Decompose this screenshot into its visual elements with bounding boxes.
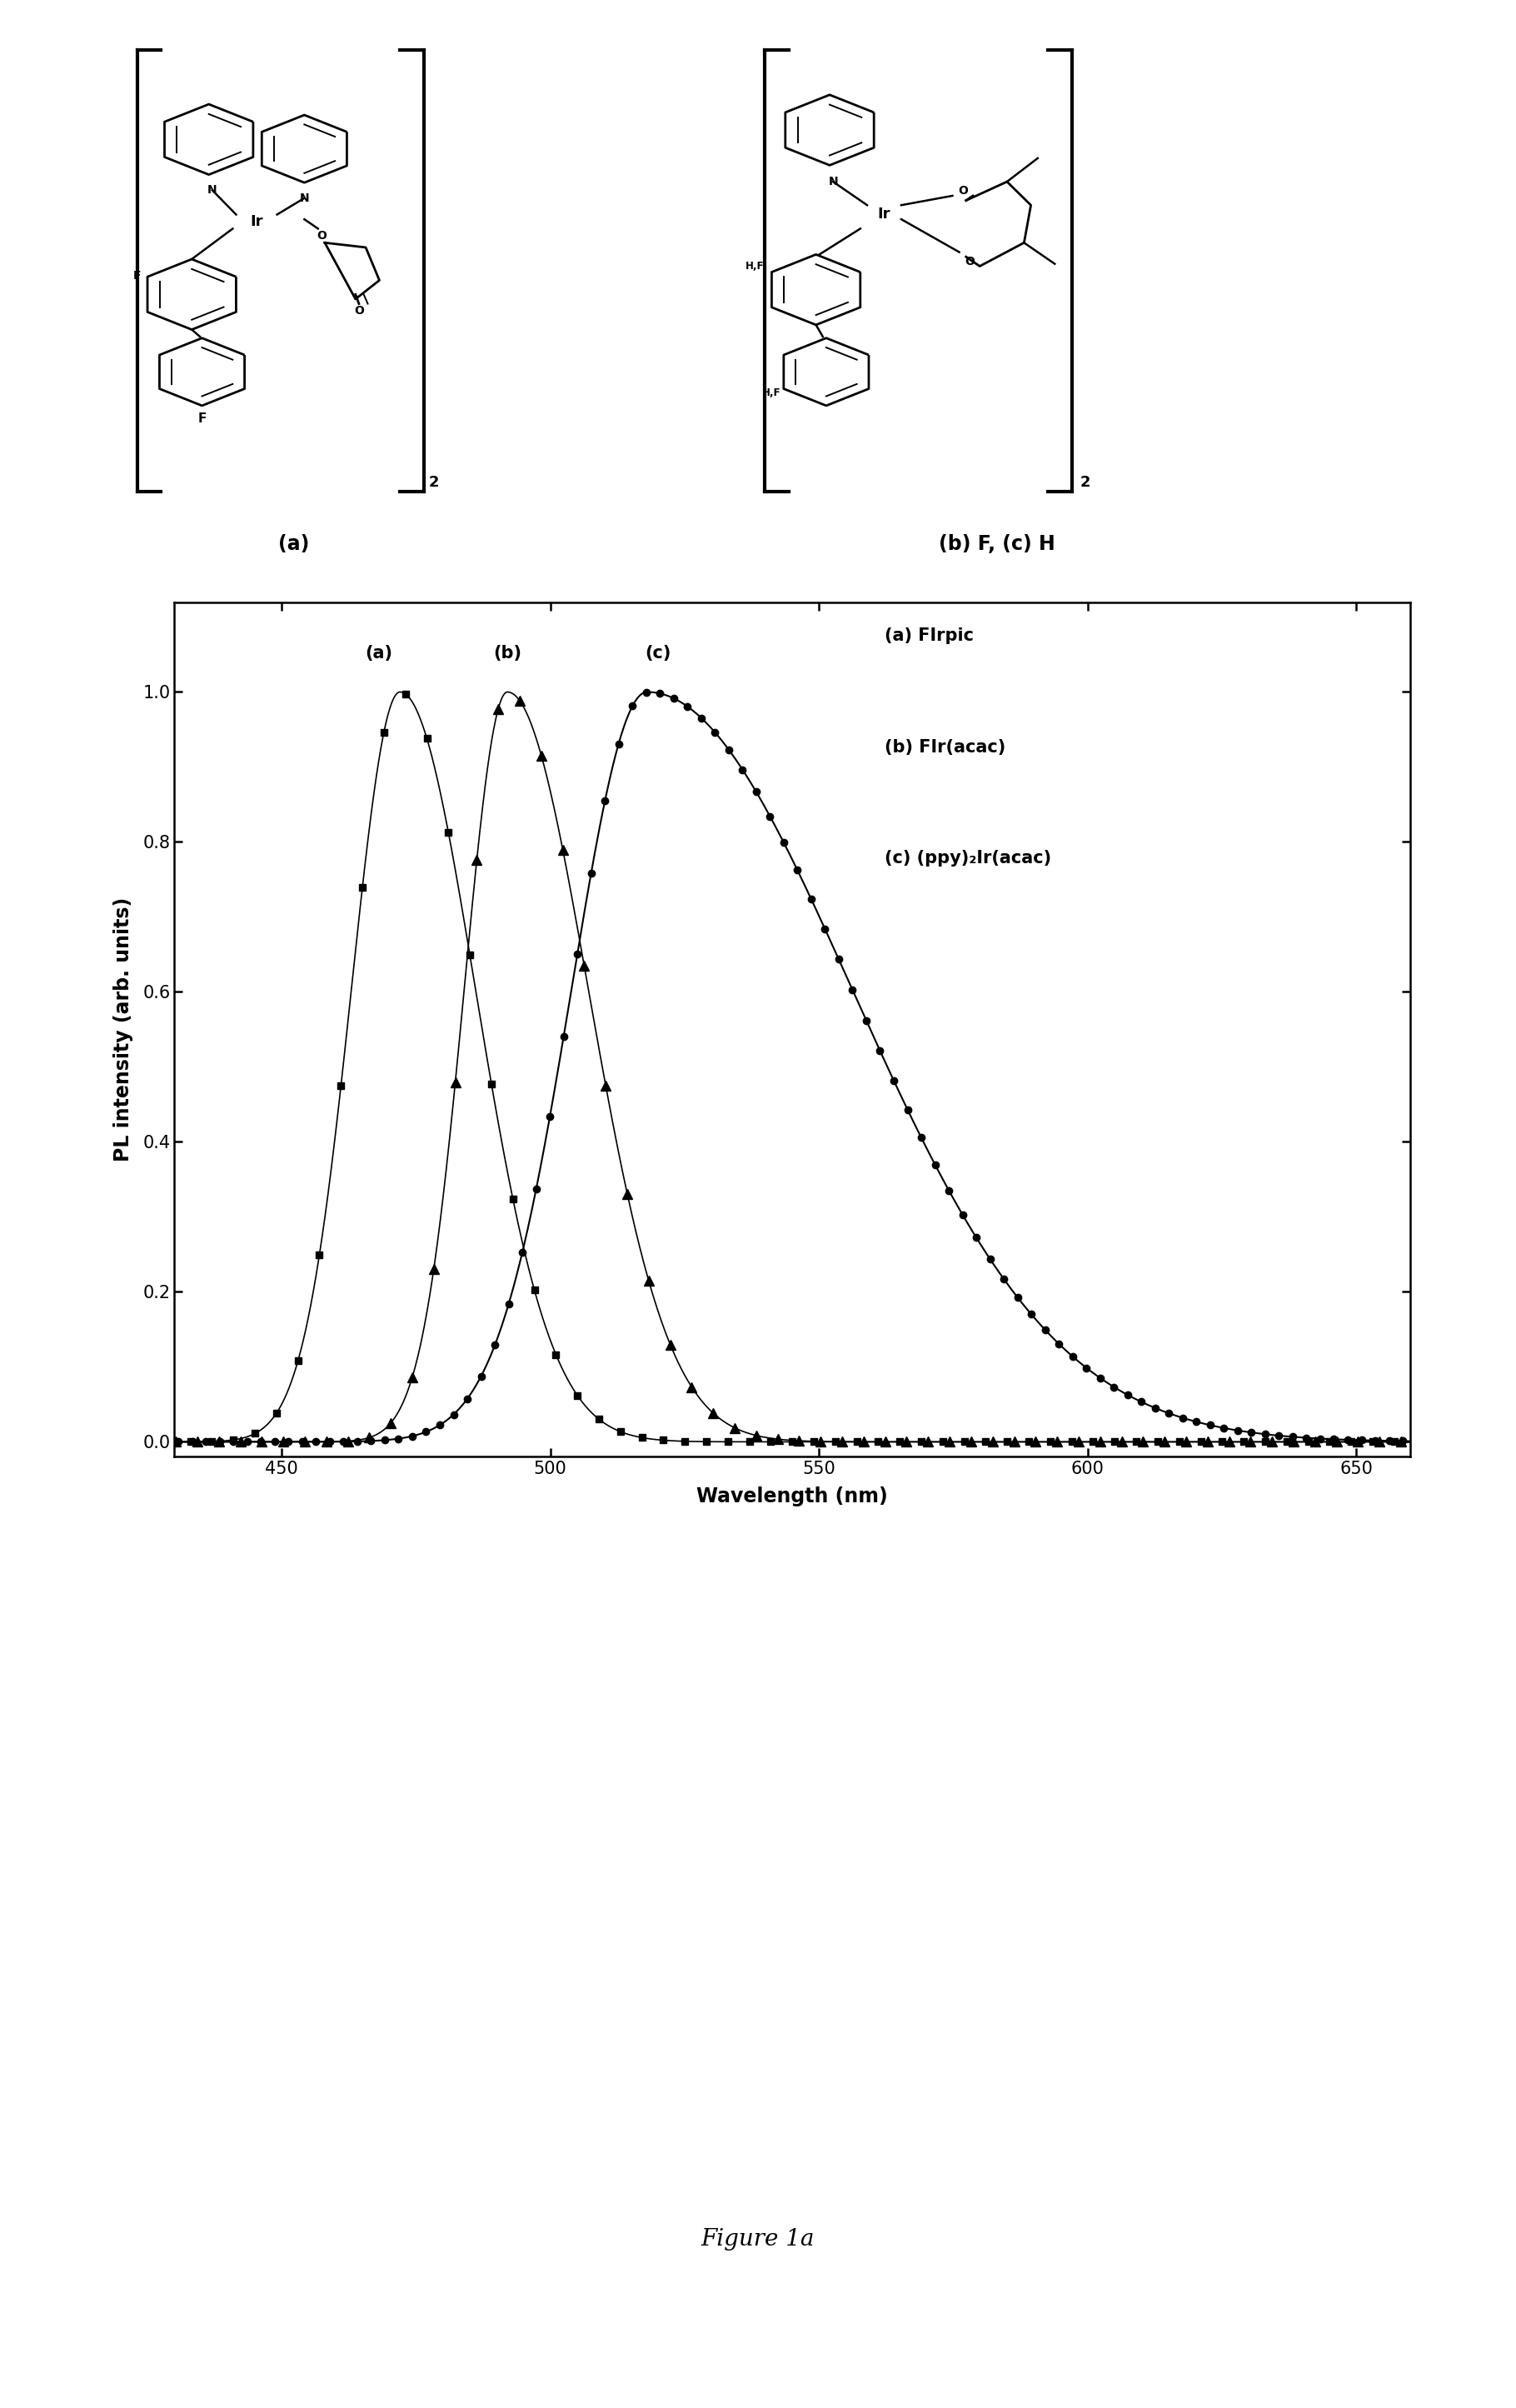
Text: H,F: H,F: [763, 388, 781, 397]
Text: (c): (c): [644, 645, 672, 662]
Text: N: N: [828, 176, 838, 188]
Text: 2: 2: [429, 474, 440, 489]
Text: Figure 1a: Figure 1a: [702, 2227, 814, 2251]
Text: O: O: [317, 229, 326, 241]
Text: (a) FIrpic: (a) FIrpic: [885, 628, 973, 645]
Text: (b): (b): [493, 645, 522, 662]
Text: 2: 2: [1081, 474, 1090, 489]
Text: N: N: [208, 185, 217, 195]
Text: F: F: [197, 412, 206, 426]
Text: N: N: [300, 193, 309, 205]
Text: (a): (a): [365, 645, 393, 662]
X-axis label: Wavelength (nm): Wavelength (nm): [696, 1486, 888, 1507]
Text: Ir: Ir: [878, 207, 891, 222]
Text: (b) FIr(acac): (b) FIr(acac): [885, 739, 1005, 756]
Text: O: O: [353, 306, 364, 315]
Text: F: F: [133, 270, 141, 282]
Text: (b) F, (c) H: (b) F, (c) H: [938, 535, 1055, 554]
Text: O: O: [958, 185, 967, 197]
Text: O: O: [964, 255, 975, 267]
Text: (a): (a): [279, 535, 309, 554]
Text: Ir: Ir: [250, 214, 264, 229]
Text: H,F: H,F: [746, 260, 764, 272]
Text: (c) (ppy)₂Ir(acac): (c) (ppy)₂Ir(acac): [885, 850, 1052, 867]
Y-axis label: PL intensity (arb. units): PL intensity (arb. units): [114, 898, 133, 1161]
